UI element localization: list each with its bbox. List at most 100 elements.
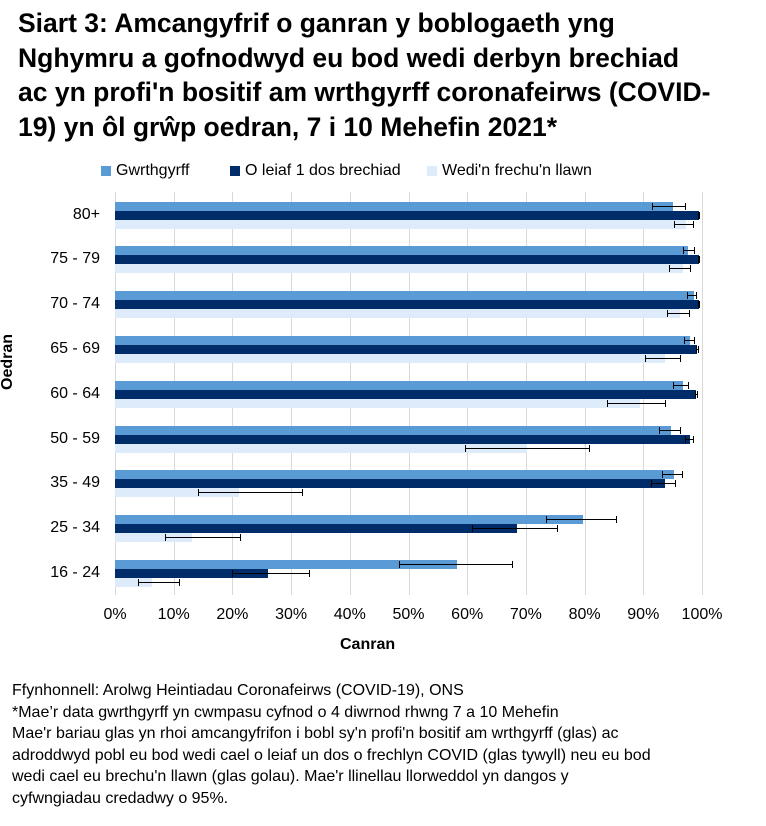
bar [115,479,666,489]
y-axis-title: Oedran [0,333,16,390]
y-tick-label: 25 - 34 [50,519,100,537]
error-bar [164,534,242,542]
y-tick-label: 80+ [72,205,100,223]
footnote: cyfwngiadau credadwy o 95%. [12,789,229,807]
x-tick-label: 70% [509,606,542,623]
error-bar [673,220,694,228]
bar [115,533,193,543]
title-line: Nghymru a gofnodwyd eu bod wedi derbyn b… [18,42,680,73]
bar [115,559,458,569]
bar [115,524,517,534]
bar [115,470,674,480]
bar [115,255,700,265]
bar [115,515,584,525]
error-bar [464,444,591,452]
error-bar [137,578,180,586]
bar [115,309,680,319]
title-line: ac yn profi'n bositif am wrthgyrff coron… [18,77,711,107]
footnote: *Mae’r data gwrthgyrff yn cwmpasu cyfnod… [12,703,559,721]
footnote: wedi cael eu brechu'n llawn (glas golau)… [12,768,569,786]
bar [115,353,666,363]
bar [115,210,700,220]
error-bar [695,345,700,353]
error-bar [684,435,694,443]
legend-swatch-icon [101,166,111,176]
legend-label: O leiaf 1 dos brechiad [245,162,401,179]
error-bar [231,569,310,577]
error-bar [697,301,701,309]
error-bar [471,525,558,533]
bar [115,488,239,498]
bar [115,577,152,587]
title-line: 19) yn ôl grŵp oedran, 7 i 10 Mehefin 20… [18,111,558,142]
error-bar [662,471,683,479]
error-bar [607,399,667,407]
legend-item-antibodies: Gwrthgyrff [101,162,190,180]
x-axis-title: Canran [340,636,396,653]
y-tick-label: 75 - 79 [50,250,100,268]
bar [115,398,640,408]
y-tick-label: 50 - 59 [50,429,100,447]
gridline [702,192,703,595]
source-note: Ffynhonnell: Arolwg Heintiadau Coronafei… [12,682,464,699]
error-bar [694,390,698,398]
chart-title: Siart 3: Amcangyfrif o ganran y boblogae… [18,6,763,144]
error-bar [684,336,695,344]
bar [115,380,683,390]
legend-label: Gwrthgyrff [116,162,190,179]
error-bar [669,265,692,273]
bar [115,443,528,453]
x-tick-label: 40% [333,606,366,623]
bar [115,389,697,399]
x-tick-label: 90% [627,606,660,623]
legend-item-fully-vaccinated: Wedi'n frechu'n llawn [427,162,592,180]
legend-item-one-dose: O leiaf 1 dos brechiad [230,162,401,180]
error-bar [652,202,687,210]
bar [115,291,694,301]
y-tick-label: 60 - 64 [50,384,100,402]
error-bar [697,211,701,219]
legend: Gwrthgyrff O leiaf 1 dos brechiad Wedi'n… [0,162,766,182]
footnote: adroddwyd pobl eu bod wedi cael o leiaf … [12,746,651,764]
x-tick-label: 60% [451,606,484,623]
error-bar [545,516,617,524]
bar [115,201,673,211]
footnote: Mae'r bariau glas yn rhoi amcangyfrifon … [12,725,619,743]
error-bar [645,354,682,362]
bar [115,246,689,256]
x-tick-label: 20% [216,606,249,623]
bar [115,300,700,310]
error-bar [666,310,691,318]
bar [115,264,683,274]
bar [115,344,698,354]
x-tick-label: 50% [392,606,425,623]
title-line: Siart 3: Amcangyfrif o ganran y boblogae… [18,8,615,38]
x-tick-label: 10% [157,606,190,623]
bar [115,425,672,435]
bar [115,219,686,229]
y-tick-label: 70 - 74 [50,295,100,313]
x-tick-label: 80% [568,606,601,623]
x-tick-label: 30% [275,606,308,623]
bar [115,335,691,345]
error-bar [658,426,682,434]
x-tick-label: 100% [681,606,723,623]
error-bar [697,256,701,264]
y-tick-label: 16 - 24 [50,563,100,581]
error-bar [673,381,690,389]
plot-area [115,192,703,595]
error-bar [399,560,513,568]
legend-swatch-icon [230,166,240,176]
y-tick-label: 35 - 49 [50,474,100,492]
error-bar [682,247,696,255]
legend-label: Wedi'n frechu'n llawn [442,162,592,179]
footnotes: Ffynhonnell: Arolwg Heintiadau Coronafei… [12,680,762,810]
y-tick-label: 65 - 69 [50,339,100,357]
bar [115,568,268,578]
error-bar [650,480,676,488]
legend-swatch-icon [427,166,437,176]
error-bar [687,292,698,300]
error-bar [198,489,304,497]
bar [115,434,691,444]
x-tick-label: 0% [103,606,127,623]
